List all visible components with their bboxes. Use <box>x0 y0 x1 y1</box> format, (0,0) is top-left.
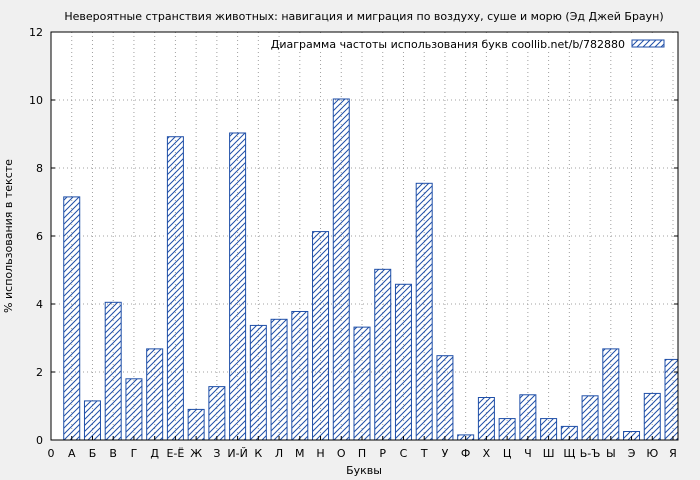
bar-М <box>291 310 309 441</box>
x-tick-label: Щ <box>563 447 575 460</box>
bar-Ч <box>519 394 537 441</box>
x-axis-label: Буквы <box>346 464 382 477</box>
x-tick-label: Ш <box>543 447 555 460</box>
bar-У <box>436 355 454 441</box>
x-tick-label: И-Й <box>227 447 247 460</box>
y-tick-label: 10 <box>29 94 43 107</box>
y-tick-label: 0 <box>36 434 43 447</box>
y-tick-label: 6 <box>36 230 43 243</box>
legend-label: Диаграмма частоты использования букв coo… <box>271 38 625 51</box>
bar-Е-Ё <box>166 136 184 441</box>
bar-П <box>353 326 371 441</box>
x-tick-label: Е-Ё <box>166 447 184 460</box>
x-tick-label: Я <box>669 447 677 460</box>
y-tick-label: 12 <box>29 26 43 39</box>
x-tick-label: К <box>254 447 262 460</box>
bar-К <box>249 324 267 441</box>
x-tick-label: Л <box>275 447 283 460</box>
x-tick-label: Б <box>89 447 97 460</box>
x-tick-label: Х <box>483 447 491 460</box>
x-tick-label: Ц <box>503 447 512 460</box>
bar-Т <box>415 182 433 441</box>
x-tick-label: Э <box>628 447 636 460</box>
x-tick-label: А <box>68 447 76 460</box>
bar-Б <box>83 400 101 441</box>
x-tick-label: Р <box>379 447 386 460</box>
x-tick-label: Ф <box>461 447 470 460</box>
bar-Р <box>374 268 392 441</box>
y-tick-label: 2 <box>36 366 43 379</box>
bar-Л <box>270 318 288 441</box>
x-tick-label: Ч <box>524 447 532 460</box>
x-tick-label: О <box>337 447 346 460</box>
bar-Д <box>146 348 164 441</box>
x-tick-label: С <box>400 447 408 460</box>
x-tick-label: В <box>109 447 117 460</box>
y-axis: 0 2 4 6 8 10 12 <box>29 26 678 447</box>
bar-Ы <box>602 348 620 441</box>
x-axis: 0 А Б В Г Д Е-Ё Ж З И-Й К Л М Н О П Р С Т У Ф Х Ц Ч Ш Щ Ь-Ъ Ы Э Ю Я <box>48 436 677 460</box>
y-axis-label: % использования в тексте <box>2 159 15 313</box>
bar-Х <box>477 397 495 441</box>
y-tick-label: 8 <box>36 162 43 175</box>
legend: Диаграмма частоты использования букв coo… <box>271 36 675 52</box>
bar-Ь-Ъ <box>581 395 599 441</box>
legend-box <box>283 36 675 52</box>
bar-А <box>63 196 81 441</box>
x-tick-label: У <box>442 447 449 460</box>
bar-Ж <box>187 408 205 441</box>
x-tick-label: Ж <box>190 447 202 460</box>
chart-title: Невероятные странствия животных: навигац… <box>64 10 663 23</box>
bar-С <box>394 283 412 441</box>
legend-swatch <box>631 39 665 48</box>
x-tick-label: М <box>295 447 305 460</box>
bar-Г <box>125 378 143 441</box>
bar-И-Й <box>229 132 247 441</box>
x-tick-label: П <box>358 447 366 460</box>
x-tick-label: Т <box>420 447 428 460</box>
bar-О <box>332 98 350 441</box>
bars <box>63 98 679 441</box>
x-tick-label: Г <box>131 447 138 460</box>
bar-З <box>208 386 226 441</box>
x-tick-label: Д <box>150 447 159 460</box>
bar-Н <box>312 231 330 441</box>
x-tick-label: 0 <box>48 447 55 460</box>
bar-В <box>104 301 122 441</box>
x-tick-label: Ю <box>646 447 658 460</box>
bar-Ю <box>643 392 661 441</box>
x-tick-label: Ы <box>606 447 616 460</box>
y-tick-label: 4 <box>36 298 43 311</box>
x-tick-label: Ь-Ъ <box>580 447 601 460</box>
x-tick-label: З <box>213 447 220 460</box>
x-tick-label: Н <box>316 447 324 460</box>
